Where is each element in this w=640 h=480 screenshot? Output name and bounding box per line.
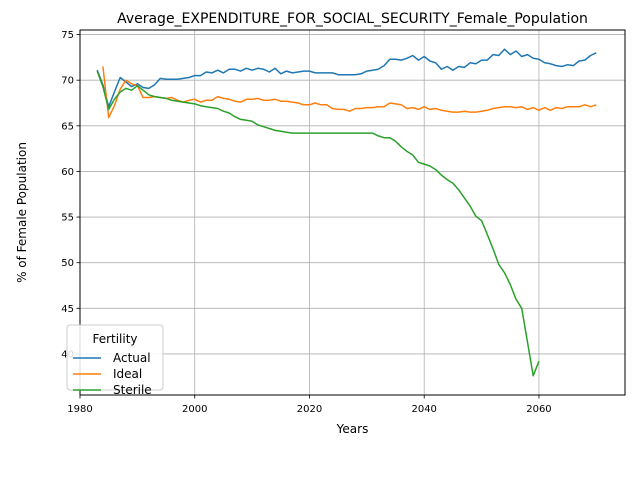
chart-title: Average_EXPENDITURE_FOR_SOCIAL_SECURITY_… — [117, 11, 588, 27]
legend-title: Fertility — [92, 332, 137, 346]
x-tick-label: 2040 — [411, 404, 436, 415]
y-tick-label: 75 — [61, 30, 74, 41]
y-axis-ticks: 4045505560657075 — [61, 30, 80, 360]
x-tick-label: 2060 — [526, 404, 551, 415]
series-lines — [96, 48, 597, 377]
series-line-actual — [96, 48, 597, 108]
y-tick-label: 55 — [61, 213, 74, 224]
y-tick-label: 60 — [61, 167, 74, 178]
series-line-sterile — [96, 70, 540, 377]
series-line-ideal — [102, 66, 597, 119]
x-tick-label: 2020 — [297, 404, 322, 415]
legend-label-actual: Actual — [113, 351, 151, 365]
y-tick-label: 45 — [61, 304, 74, 315]
grid-lines — [79, 30, 625, 395]
x-axis-label: Years — [336, 422, 369, 436]
legend: Fertility Actual Ideal Sterile — [66, 324, 164, 397]
y-tick-label: 50 — [61, 258, 74, 269]
legend-entries: Actual Ideal Sterile — [73, 351, 152, 397]
plot-frame — [79, 29, 626, 396]
y-tick-label: 70 — [61, 76, 74, 87]
x-axis-ticks: 1980 2000 2020 2040 2060 — [67, 395, 552, 415]
legend-label-ideal: Ideal — [113, 367, 142, 381]
y-axis-label: % of Female Population — [15, 142, 29, 283]
x-tick-label: 1980 — [67, 404, 92, 415]
y-tick-label: 65 — [61, 121, 74, 132]
legend-label-sterile: Sterile — [113, 383, 152, 397]
x-tick-label: 2000 — [182, 404, 207, 415]
